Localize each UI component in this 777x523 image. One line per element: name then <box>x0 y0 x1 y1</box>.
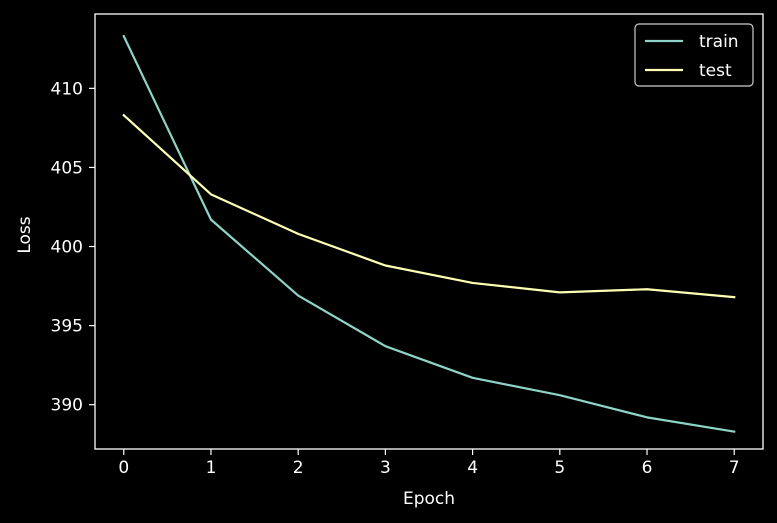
x-tick-label: 1 <box>206 458 217 478</box>
x-axis-ticks: 0 1 2 3 4 5 6 7 <box>118 449 740 478</box>
y-tick-label: 410 <box>51 79 83 99</box>
y-tick-label: 400 <box>51 238 83 258</box>
series-line-train <box>122 34 736 433</box>
y-axis-ticks: 390 395 400 405 410 <box>51 79 95 416</box>
legend-label-train: train <box>699 32 739 52</box>
x-tick-label: 2 <box>293 458 304 478</box>
x-tick-label: 4 <box>467 458 478 478</box>
y-axis-label: Loss <box>15 216 35 253</box>
y-tick-label: 395 <box>51 317 83 337</box>
x-tick-label: 5 <box>554 458 565 478</box>
x-tick-label: 0 <box>118 458 129 478</box>
plot-frame <box>94 13 764 450</box>
x-axis-label: Epoch <box>403 489 455 509</box>
legend-label-test: test <box>699 61 732 81</box>
y-tick-label: 390 <box>51 396 83 416</box>
x-tick-label: 7 <box>729 458 740 478</box>
x-tick-label: 3 <box>380 458 391 478</box>
series-layer <box>122 34 736 433</box>
y-tick-label: 405 <box>51 158 83 178</box>
legend: train test <box>634 23 754 87</box>
x-tick-label: 6 <box>642 458 653 478</box>
series-line-test <box>122 113 736 299</box>
